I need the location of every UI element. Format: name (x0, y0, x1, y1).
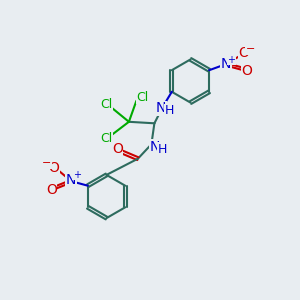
Text: Cl: Cl (136, 91, 148, 104)
Text: N: N (220, 57, 231, 71)
Text: +: + (73, 169, 81, 180)
Text: O: O (241, 64, 252, 78)
Text: O: O (112, 142, 123, 156)
Text: N: N (65, 173, 76, 187)
Text: N: N (156, 101, 166, 115)
Text: O: O (238, 46, 249, 60)
Text: N: N (149, 140, 160, 154)
Text: O: O (46, 183, 57, 197)
Text: +: + (227, 55, 235, 65)
Text: O: O (48, 161, 59, 175)
Text: Cl: Cl (100, 98, 112, 111)
Text: −: − (42, 158, 51, 168)
Text: H: H (165, 104, 174, 117)
Text: −: − (246, 44, 255, 54)
Text: Cl: Cl (100, 131, 112, 145)
Text: H: H (158, 143, 167, 156)
